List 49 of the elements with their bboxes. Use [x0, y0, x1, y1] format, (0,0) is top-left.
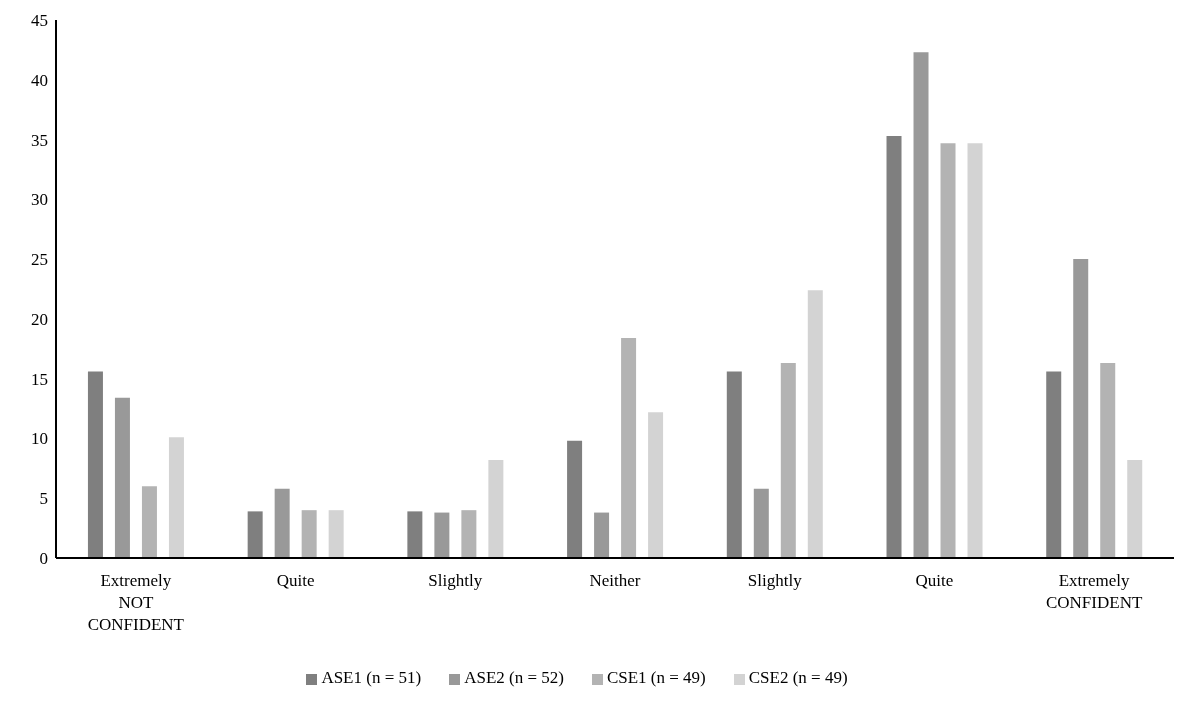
- y-tick-label: 0: [39, 549, 48, 569]
- bar: [567, 440, 583, 558]
- y-tick-label: 30: [31, 190, 48, 210]
- bar: [967, 143, 983, 558]
- bar: [141, 486, 157, 558]
- bar: [407, 511, 423, 558]
- x-tick-label: Neither: [589, 571, 641, 590]
- y-tick-label: 25: [31, 250, 48, 270]
- y-tick-label: 10: [31, 429, 48, 449]
- bar: [1100, 363, 1116, 558]
- bar: [726, 371, 742, 558]
- x-tick-label: Slightly: [428, 571, 483, 590]
- x-tick-label: Extremely CONFIDENT: [1045, 571, 1143, 612]
- bar: [168, 437, 184, 558]
- bar: [648, 412, 664, 558]
- bar: [594, 512, 610, 558]
- legend-label: CSE1 (n = 49): [606, 668, 706, 687]
- x-tick-label: Extremely NOT CONFIDENT: [87, 571, 185, 634]
- bar: [328, 510, 344, 558]
- x-tick-label: Slightly: [747, 571, 803, 590]
- legend-label: ASE1 (n = 51): [321, 668, 422, 687]
- y-tick-label: 45: [31, 11, 48, 31]
- y-tick-label: 40: [31, 70, 48, 90]
- y-tick-label: 35: [31, 130, 48, 150]
- bar: [621, 338, 637, 558]
- y-tick-label: 5: [39, 489, 48, 509]
- bar: [780, 363, 796, 558]
- bar: [940, 143, 956, 558]
- bar: [488, 459, 504, 558]
- y-tick-label: 15: [31, 369, 48, 389]
- bar: [886, 135, 902, 558]
- x-tick-label: Quite: [915, 571, 954, 590]
- bar: [1073, 259, 1089, 558]
- bar: [1046, 371, 1062, 558]
- bar: [87, 371, 103, 558]
- bar: [913, 52, 929, 558]
- bar: [434, 512, 450, 558]
- bar: [301, 510, 317, 558]
- bar: [461, 510, 477, 558]
- bar: [753, 488, 769, 558]
- bar: [274, 488, 290, 558]
- legend-label: CSE2 (n = 49): [748, 668, 848, 687]
- bar: [247, 511, 263, 558]
- bar: [807, 290, 823, 558]
- y-tick-label: 20: [31, 309, 48, 329]
- legend-label: ASE2 (n = 52): [464, 668, 564, 687]
- bar: [114, 397, 130, 558]
- bar: [1127, 459, 1143, 558]
- x-tick-label: Quite: [276, 571, 315, 590]
